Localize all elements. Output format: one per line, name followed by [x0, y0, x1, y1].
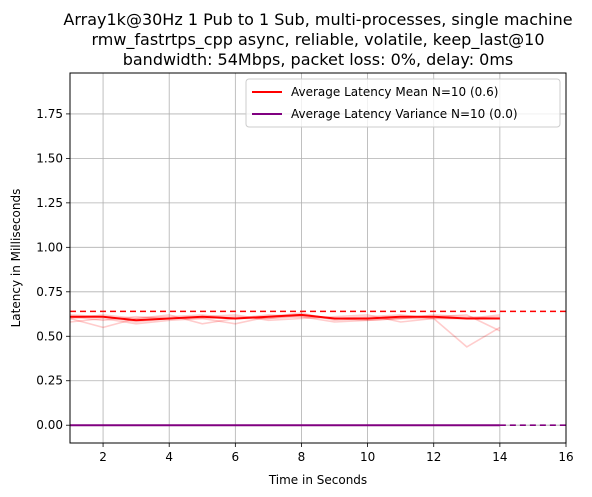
y-tick-label: 1.50: [36, 151, 63, 165]
legend-label-mean: Average Latency Mean N=10 (0.6): [291, 85, 498, 99]
x-tick-label: 14: [492, 450, 507, 464]
x-tick-label: 6: [232, 450, 240, 464]
chart-title-line-2: rmw_fastrtps_cpp async, reliable, volati…: [91, 30, 544, 50]
x-tick-label: 12: [426, 450, 441, 464]
run-lines: [70, 313, 500, 347]
legend: Average Latency Mean N=10 (0.6) Average …: [246, 79, 560, 127]
reference-lines: [70, 311, 566, 425]
x-tick-label: 10: [360, 450, 375, 464]
y-tick-label: 1.75: [36, 107, 63, 121]
series-lines: [70, 315, 500, 425]
chart-title-line-1: Array1k@30Hz 1 Pub to 1 Sub, multi-proce…: [63, 10, 572, 29]
y-tick-label: 1.00: [36, 240, 63, 254]
y-tick-label: 0.00: [36, 418, 63, 432]
y-ticks: 0.00 0.25 0.50 0.75 1.00 1.25 1.50 1.75: [36, 107, 70, 432]
y-axis-label: Latency in Milliseconds: [9, 189, 23, 328]
y-tick-label: 0.25: [36, 374, 63, 388]
plot-frame: [70, 73, 566, 443]
y-tick-label: 1.25: [36, 196, 63, 210]
x-ticks: 2 4 6 8 10 12 14 16: [99, 443, 573, 464]
x-tick-label: 16: [558, 450, 573, 464]
y-tick-label: 0.50: [36, 329, 63, 343]
legend-label-variance: Average Latency Variance N=10 (0.0): [291, 107, 518, 121]
x-tick-label: 4: [165, 450, 173, 464]
chart-title-line-3: bandwidth: 54Mbps, packet loss: 0%, dela…: [123, 50, 514, 69]
x-tick-label: 8: [298, 450, 306, 464]
x-tick-label: 2: [99, 450, 107, 464]
x-axis-label: Time in Seconds: [268, 473, 367, 487]
y-tick-label: 0.75: [36, 285, 63, 299]
grid: [70, 73, 566, 443]
